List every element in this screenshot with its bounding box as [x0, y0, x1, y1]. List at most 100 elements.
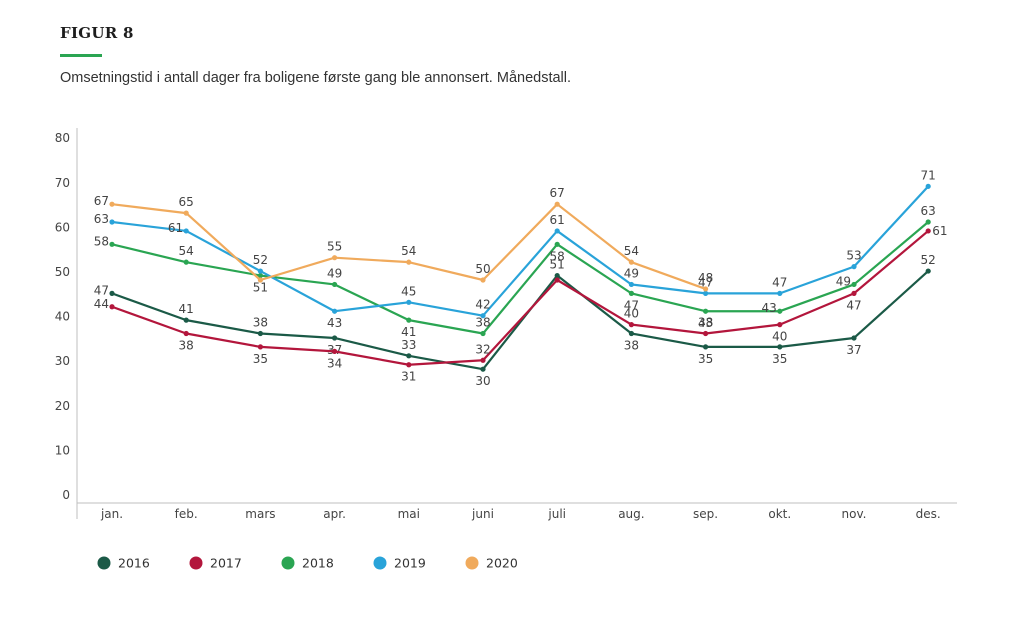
- data-point-2020: [406, 259, 412, 265]
- data-point-2020: [554, 201, 560, 207]
- data-point-2018: [925, 219, 931, 225]
- series-line-2017: [111, 230, 929, 366]
- data-label-2016: 51: [550, 258, 565, 272]
- legend-swatch-2019: [373, 556, 387, 570]
- data-point-2019: [183, 228, 189, 234]
- data-label-2019: 63: [94, 212, 109, 226]
- legend-label-2016: 2016: [118, 556, 150, 571]
- data-label-2019: 71: [921, 168, 936, 182]
- data-point-2020: [109, 201, 115, 207]
- data-label-2017: 47: [846, 298, 861, 312]
- data-label-2019: 43: [327, 316, 342, 330]
- data-label-2020: 54: [624, 244, 639, 258]
- y-tick-label: 60: [55, 220, 70, 234]
- data-point-2016: [257, 330, 263, 337]
- data-point-2019: [777, 290, 783, 296]
- data-label-2018: 47: [624, 298, 639, 312]
- data-point-2018: [406, 317, 412, 323]
- data-point-2016: [925, 268, 931, 274]
- legend-swatch-2020: [465, 556, 479, 570]
- data-label-2018: 43: [698, 316, 713, 330]
- data-point-2016: [183, 317, 189, 323]
- data-point-2017: [332, 348, 338, 354]
- data-point-2018: [109, 241, 115, 247]
- data-point-2017: [851, 290, 857, 296]
- data-label-2019: 61: [550, 213, 565, 227]
- legend-label-2019: 2019: [394, 556, 426, 571]
- data-point-2016: [109, 290, 115, 296]
- data-label-2016: 41: [179, 302, 194, 316]
- series-line-2016: [111, 270, 929, 371]
- x-tick-label: mai: [398, 507, 420, 521]
- legend-label-2017: 2017: [210, 556, 242, 571]
- data-point-2019: [109, 219, 115, 225]
- data-label-2016: 33: [401, 338, 416, 352]
- x-tick-label: okt.: [768, 507, 791, 521]
- data-point-2017: [480, 357, 486, 363]
- x-tick-label: nov.: [842, 507, 867, 521]
- data-point-2017: [777, 322, 783, 328]
- data-label-2018: 54: [179, 244, 194, 258]
- data-point-2020: [332, 255, 338, 261]
- data-point-2019: [480, 313, 486, 319]
- data-point-2016: [628, 330, 635, 337]
- data-label-2016: 38: [624, 339, 639, 353]
- data-label-2017: 40: [624, 307, 639, 321]
- data-point-2016: [777, 344, 783, 350]
- y-tick-label: 80: [55, 131, 70, 145]
- data-point-2018: [851, 281, 857, 288]
- data-label-2018: 58: [550, 249, 565, 263]
- figure-label: FIGUR 8: [60, 24, 134, 42]
- data-point-2018: [777, 308, 783, 314]
- data-label-2020: 55: [327, 240, 342, 254]
- data-label-2018: 41: [401, 325, 416, 339]
- data-point-2017: [554, 277, 560, 283]
- data-point-2020: [480, 277, 486, 283]
- data-label-2020: 48: [698, 271, 713, 285]
- data-point-2017: [183, 330, 189, 337]
- x-tick-label: des.: [916, 507, 941, 521]
- data-point-2016: [703, 344, 709, 350]
- data-point-2018: [554, 241, 560, 247]
- data-point-2019: [703, 290, 709, 296]
- data-label-2018: 38: [475, 316, 490, 330]
- data-label-2019: 47: [772, 275, 787, 289]
- data-label-2020: 67: [550, 186, 565, 200]
- data-point-2019: [257, 268, 263, 274]
- data-point-2018: [257, 272, 263, 279]
- data-point-2019: [925, 183, 931, 189]
- data-label-2016: 52: [921, 253, 936, 267]
- data-point-2016: [406, 353, 412, 359]
- y-tick-label: 70: [55, 176, 70, 190]
- data-label-2018: 49: [327, 266, 342, 280]
- data-point-2017: [109, 304, 115, 310]
- data-point-2017: [406, 362, 412, 368]
- data-point-2017: [628, 322, 635, 328]
- data-point-2018: [703, 308, 709, 314]
- data-label-2017: 44: [94, 297, 109, 311]
- y-tick-label: 20: [55, 399, 70, 413]
- x-tick-label: mars: [245, 507, 275, 521]
- data-point-2019: [628, 281, 635, 288]
- data-label-2018: 58: [94, 234, 109, 248]
- data-point-2016: [480, 366, 486, 372]
- data-point-2016: [851, 335, 857, 341]
- x-tick-label: juli: [547, 507, 566, 521]
- data-label-2018: 63: [921, 204, 936, 218]
- chart-subtitle: Omsetningstid i antall dager fra boligen…: [60, 70, 572, 86]
- data-label-2018: 51: [253, 281, 268, 295]
- data-label-2018: 49: [836, 274, 851, 288]
- y-tick-label: 10: [55, 443, 70, 457]
- data-point-2017: [703, 330, 709, 337]
- data-label-2017: 35: [253, 352, 268, 366]
- data-point-2016: [554, 272, 560, 279]
- data-point-2020: [628, 259, 635, 265]
- data-label-2019: 53: [846, 249, 861, 263]
- data-point-2018: [480, 330, 486, 337]
- data-label-2016: 30: [475, 374, 490, 388]
- data-label-2018: 43: [762, 301, 777, 315]
- data-point-2019: [332, 308, 338, 314]
- data-label-2017: 38: [179, 339, 194, 353]
- data-label-2016: 35: [772, 352, 787, 366]
